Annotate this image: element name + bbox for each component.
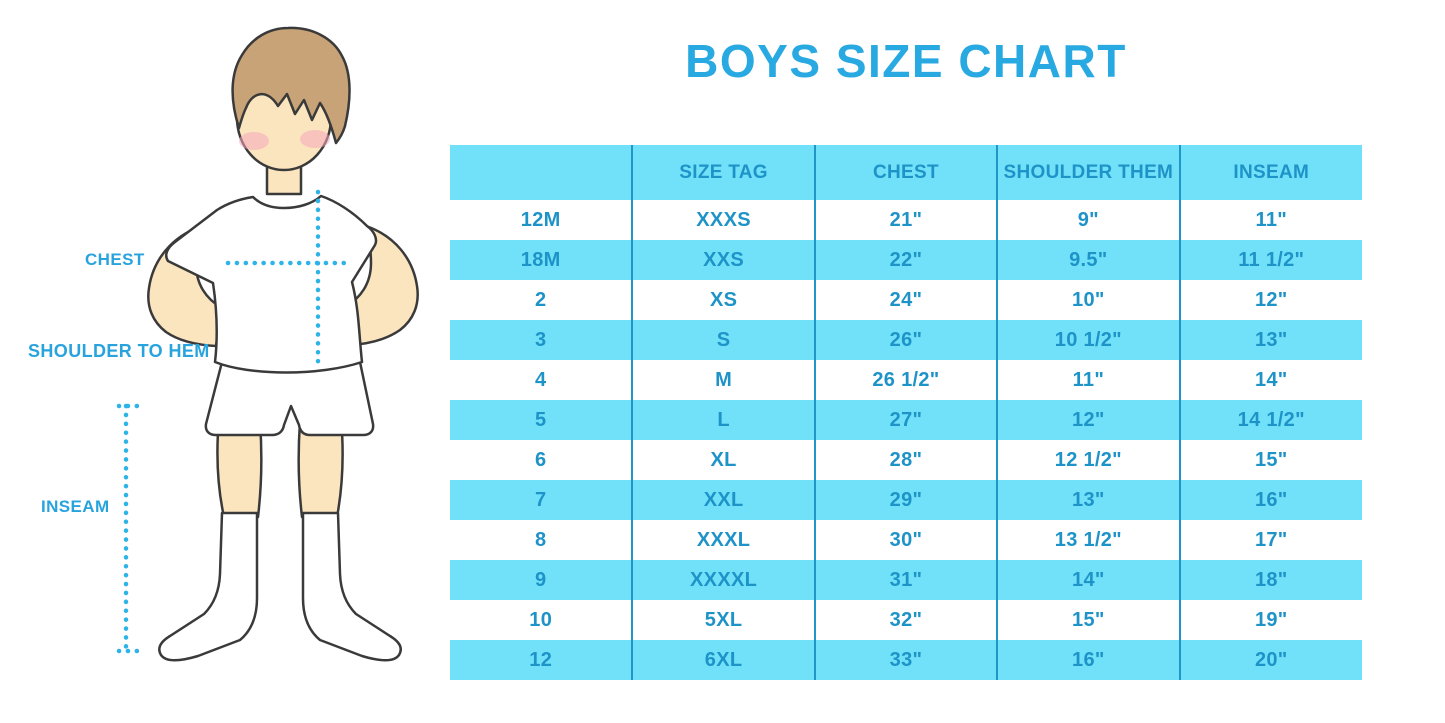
- shoulder-to-hem-label: SHOULDER TO HEM: [28, 341, 210, 361]
- boy-shirt: [165, 194, 378, 374]
- chest-label: CHEST: [85, 250, 145, 269]
- table-header: SIZE TAG CHEST SHOULDER THEM INSEAM: [450, 145, 1362, 200]
- column-header: INSEAM: [1178, 145, 1362, 200]
- table-cell: 11": [1178, 200, 1362, 240]
- table-cell: XL: [631, 440, 815, 480]
- boy-illustration: [116, 26, 419, 662]
- table-cell: XXS: [631, 240, 815, 280]
- table-cell: 11": [996, 360, 1180, 400]
- table-cell: XXXL: [631, 520, 815, 560]
- size-table: SIZE TAG CHEST SHOULDER THEM INSEAM 12M XXXS…: [450, 145, 1362, 680]
- table-cell: 13": [996, 480, 1180, 520]
- table-cell: 12 1/2": [996, 440, 1180, 480]
- column-header: SHOULDER THEM: [996, 145, 1180, 200]
- table-cell: 6XL: [631, 640, 815, 680]
- table-cell: 14": [996, 560, 1180, 600]
- table-cell: 14": [1178, 360, 1362, 400]
- table-body: 12M XXXS 21" 9" 11" 18M XXS 22" 9.5" 11 1/2" 2 XS 24…: [450, 200, 1362, 680]
- boy-left-cheek: [239, 132, 269, 150]
- table-cell: 13 1/2": [996, 520, 1180, 560]
- table-cell: S: [631, 320, 815, 360]
- table-cell: 33": [813, 640, 998, 680]
- table-row: 4 M 26 1/2" 11" 14": [450, 360, 1362, 400]
- table-row: 8 XXXL 30" 13 1/2" 17": [450, 520, 1362, 560]
- table-cell: 2: [450, 280, 633, 320]
- table-row: 5 L 27" 12" 14 1/2": [450, 400, 1362, 440]
- table-cell: L: [631, 400, 815, 440]
- table-cell: 27": [813, 400, 998, 440]
- table-cell: 6: [450, 440, 633, 480]
- table-cell: 3: [450, 320, 633, 360]
- table-cell: 20": [1178, 640, 1362, 680]
- table-cell: 15": [996, 600, 1180, 640]
- table-cell: 13": [1178, 320, 1362, 360]
- table-cell: 29": [813, 480, 998, 520]
- boy-right-cheek: [300, 130, 330, 148]
- table-cell: 15": [1178, 440, 1362, 480]
- table-cell: 10: [450, 600, 633, 640]
- table-cell: 12M: [450, 200, 633, 240]
- table-cell: XS: [631, 280, 815, 320]
- column-header: [450, 145, 633, 200]
- column-header: CHEST: [813, 145, 998, 200]
- table-cell: 8: [450, 520, 633, 560]
- table-cell: 12: [450, 640, 633, 680]
- table-cell: 22": [813, 240, 998, 280]
- table-cell: 24": [813, 280, 998, 320]
- table-cell: 31": [813, 560, 998, 600]
- table-cell: 19": [1178, 600, 1362, 640]
- table-cell: 21": [813, 200, 998, 240]
- table-row: 18M XXS 22" 9.5" 11 1/2": [450, 240, 1362, 280]
- table-cell: 28": [813, 440, 998, 480]
- table-cell: 4: [450, 360, 633, 400]
- table-cell: 18M: [450, 240, 633, 280]
- table-row: 6 XL 28" 12 1/2" 15": [450, 440, 1362, 480]
- column-header: SIZE TAG: [631, 145, 815, 200]
- table-cell: 11 1/2": [1178, 240, 1362, 280]
- table-cell: 17": [1178, 520, 1362, 560]
- table-cell: XXL: [631, 480, 815, 520]
- inseam-label: INSEAM: [41, 497, 110, 516]
- table-cell: 26 1/2": [813, 360, 998, 400]
- table-cell: XXXS: [631, 200, 815, 240]
- table-row: 10 5XL 32" 15" 19": [450, 600, 1362, 640]
- table-cell: 12": [996, 400, 1180, 440]
- table-cell: 14 1/2": [1178, 400, 1362, 440]
- table-cell: XXXXL: [631, 560, 815, 600]
- boy-left-sock: [158, 511, 259, 662]
- table-cell: 32": [813, 600, 998, 640]
- table-row: 2 XS 24" 10" 12": [450, 280, 1362, 320]
- table-cell: 30": [813, 520, 998, 560]
- table-row: 7 XXL 29" 13" 16": [450, 480, 1362, 520]
- page-title: BOYS SIZE CHART: [685, 35, 1127, 87]
- boy-right-sock: [301, 511, 402, 662]
- table-cell: 26": [813, 320, 998, 360]
- table-row: 12M XXXS 21" 9" 11": [450, 200, 1362, 240]
- table-cell: 18": [1178, 560, 1362, 600]
- table-cell: 7: [450, 480, 633, 520]
- table-cell: 16": [996, 640, 1180, 680]
- boy-shorts: [204, 360, 375, 437]
- table-cell: 9.5": [996, 240, 1180, 280]
- table-row: 12 6XL 33" 16" 20": [450, 640, 1362, 680]
- table-cell: 5: [450, 400, 633, 440]
- table-cell: 16": [1178, 480, 1362, 520]
- table-cell: 9: [450, 560, 633, 600]
- table-cell: 9": [996, 200, 1180, 240]
- table-cell: 10 1/2": [996, 320, 1180, 360]
- table-cell: 5XL: [631, 600, 815, 640]
- table-cell: 10": [996, 280, 1180, 320]
- table-row: 3 S 26" 10 1/2" 13": [450, 320, 1362, 360]
- table-header-row: SIZE TAG CHEST SHOULDER THEM INSEAM: [450, 145, 1362, 200]
- table-cell: M: [631, 360, 815, 400]
- table-row: 9 XXXXL 31" 14" 18": [450, 560, 1362, 600]
- boy-right-arm: [343, 224, 419, 347]
- table-cell: 12": [1178, 280, 1362, 320]
- boy-hair: [231, 26, 351, 145]
